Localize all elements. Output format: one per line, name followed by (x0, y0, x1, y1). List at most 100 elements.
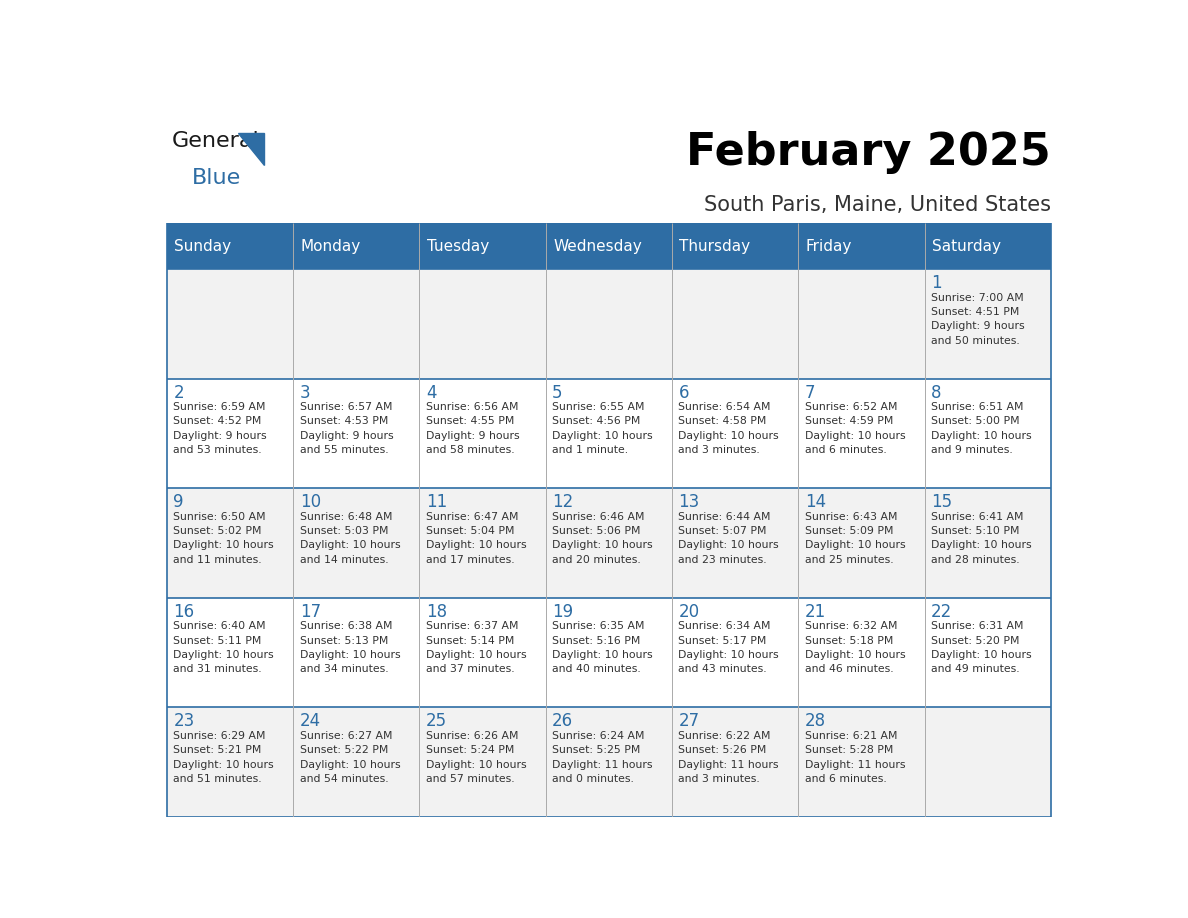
Text: Sunrise: 6:24 AM
Sunset: 5:25 PM
Daylight: 11 hours
and 0 minutes.: Sunrise: 6:24 AM Sunset: 5:25 PM Dayligh… (552, 731, 652, 784)
Bar (672, 379, 798, 488)
Bar (798, 269, 924, 379)
Bar (166, 488, 293, 598)
Text: 18: 18 (425, 603, 447, 621)
Text: Sunrise: 6:34 AM
Sunset: 5:17 PM
Daylight: 10 hours
and 43 minutes.: Sunrise: 6:34 AM Sunset: 5:17 PM Dayligh… (678, 621, 779, 675)
Text: Sunrise: 6:38 AM
Sunset: 5:13 PM
Daylight: 10 hours
and 34 minutes.: Sunrise: 6:38 AM Sunset: 5:13 PM Dayligh… (299, 621, 400, 675)
Bar (672, 598, 798, 708)
Bar (798, 488, 924, 598)
Text: 12: 12 (552, 493, 574, 511)
Text: 21: 21 (804, 603, 826, 621)
Text: General: General (171, 131, 259, 151)
Text: 6: 6 (678, 384, 689, 402)
Text: Sunrise: 6:57 AM
Sunset: 4:53 PM
Daylight: 9 hours
and 55 minutes.: Sunrise: 6:57 AM Sunset: 4:53 PM Dayligh… (299, 402, 393, 455)
Text: 4: 4 (425, 384, 436, 402)
Bar (419, 269, 545, 379)
Text: 17: 17 (299, 603, 321, 621)
Text: 13: 13 (678, 493, 700, 511)
Text: February 2025: February 2025 (685, 131, 1051, 174)
Bar (166, 269, 293, 379)
Text: 8: 8 (931, 384, 941, 402)
Text: 1: 1 (931, 274, 942, 292)
Bar (419, 488, 545, 598)
Bar (293, 269, 419, 379)
Text: 15: 15 (931, 493, 952, 511)
Text: Sunrise: 6:35 AM
Sunset: 5:16 PM
Daylight: 10 hours
and 40 minutes.: Sunrise: 6:35 AM Sunset: 5:16 PM Dayligh… (552, 621, 652, 675)
Text: Sunrise: 6:54 AM
Sunset: 4:58 PM
Daylight: 10 hours
and 3 minutes.: Sunrise: 6:54 AM Sunset: 4:58 PM Dayligh… (678, 402, 779, 455)
Text: 20: 20 (678, 603, 700, 621)
Bar (672, 488, 798, 598)
Bar (924, 379, 1051, 488)
Text: 25: 25 (425, 712, 447, 731)
Bar (419, 598, 545, 708)
Text: Sunrise: 6:29 AM
Sunset: 5:21 PM
Daylight: 10 hours
and 51 minutes.: Sunrise: 6:29 AM Sunset: 5:21 PM Dayligh… (173, 731, 274, 784)
Polygon shape (238, 133, 264, 165)
Text: 2: 2 (173, 384, 184, 402)
Text: Thursday: Thursday (680, 239, 751, 253)
Bar (545, 708, 672, 817)
Bar (798, 708, 924, 817)
Text: Sunrise: 6:41 AM
Sunset: 5:10 PM
Daylight: 10 hours
and 28 minutes.: Sunrise: 6:41 AM Sunset: 5:10 PM Dayligh… (931, 511, 1031, 565)
Bar (293, 488, 419, 598)
Text: Sunrise: 6:40 AM
Sunset: 5:11 PM
Daylight: 10 hours
and 31 minutes.: Sunrise: 6:40 AM Sunset: 5:11 PM Dayligh… (173, 621, 274, 675)
Text: 26: 26 (552, 712, 574, 731)
Text: Sunrise: 6:37 AM
Sunset: 5:14 PM
Daylight: 10 hours
and 37 minutes.: Sunrise: 6:37 AM Sunset: 5:14 PM Dayligh… (425, 621, 526, 675)
Bar (293, 598, 419, 708)
Text: Sunday: Sunday (175, 239, 232, 253)
Bar (798, 379, 924, 488)
Text: 22: 22 (931, 603, 953, 621)
Text: Sunrise: 6:48 AM
Sunset: 5:03 PM
Daylight: 10 hours
and 14 minutes.: Sunrise: 6:48 AM Sunset: 5:03 PM Dayligh… (299, 511, 400, 565)
Text: 24: 24 (299, 712, 321, 731)
Text: 10: 10 (299, 493, 321, 511)
Text: Wednesday: Wednesday (554, 239, 642, 253)
Text: Tuesday: Tuesday (426, 239, 489, 253)
Text: Sunrise: 6:50 AM
Sunset: 5:02 PM
Daylight: 10 hours
and 11 minutes.: Sunrise: 6:50 AM Sunset: 5:02 PM Dayligh… (173, 511, 274, 565)
Text: 19: 19 (552, 603, 574, 621)
Text: 3: 3 (299, 384, 310, 402)
Text: 11: 11 (425, 493, 447, 511)
Text: Friday: Friday (805, 239, 852, 253)
Bar (924, 708, 1051, 817)
Bar (166, 379, 293, 488)
Bar (924, 488, 1051, 598)
Bar (545, 269, 672, 379)
Text: Sunrise: 6:32 AM
Sunset: 5:18 PM
Daylight: 10 hours
and 46 minutes.: Sunrise: 6:32 AM Sunset: 5:18 PM Dayligh… (804, 621, 905, 675)
Text: Sunrise: 6:46 AM
Sunset: 5:06 PM
Daylight: 10 hours
and 20 minutes.: Sunrise: 6:46 AM Sunset: 5:06 PM Dayligh… (552, 511, 652, 565)
Text: Sunrise: 6:44 AM
Sunset: 5:07 PM
Daylight: 10 hours
and 23 minutes.: Sunrise: 6:44 AM Sunset: 5:07 PM Dayligh… (678, 511, 779, 565)
Text: South Paris, Maine, United States: South Paris, Maine, United States (703, 195, 1051, 215)
Bar (924, 269, 1051, 379)
Text: 27: 27 (678, 712, 700, 731)
Bar (672, 269, 798, 379)
Text: Sunrise: 6:26 AM
Sunset: 5:24 PM
Daylight: 10 hours
and 57 minutes.: Sunrise: 6:26 AM Sunset: 5:24 PM Dayligh… (425, 731, 526, 784)
Text: Sunrise: 6:27 AM
Sunset: 5:22 PM
Daylight: 10 hours
and 54 minutes.: Sunrise: 6:27 AM Sunset: 5:22 PM Dayligh… (299, 731, 400, 784)
Bar (545, 379, 672, 488)
Text: 16: 16 (173, 603, 195, 621)
Text: 5: 5 (552, 384, 563, 402)
Text: Blue: Blue (191, 168, 241, 188)
Text: Sunrise: 6:51 AM
Sunset: 5:00 PM
Daylight: 10 hours
and 9 minutes.: Sunrise: 6:51 AM Sunset: 5:00 PM Dayligh… (931, 402, 1031, 455)
Text: Sunrise: 6:31 AM
Sunset: 5:20 PM
Daylight: 10 hours
and 49 minutes.: Sunrise: 6:31 AM Sunset: 5:20 PM Dayligh… (931, 621, 1031, 675)
Text: Sunrise: 6:55 AM
Sunset: 4:56 PM
Daylight: 10 hours
and 1 minute.: Sunrise: 6:55 AM Sunset: 4:56 PM Dayligh… (552, 402, 652, 455)
Text: Sunrise: 6:47 AM
Sunset: 5:04 PM
Daylight: 10 hours
and 17 minutes.: Sunrise: 6:47 AM Sunset: 5:04 PM Dayligh… (425, 511, 526, 565)
Bar (166, 223, 1051, 269)
Bar (798, 598, 924, 708)
Text: 14: 14 (804, 493, 826, 511)
Text: Sunrise: 6:21 AM
Sunset: 5:28 PM
Daylight: 11 hours
and 6 minutes.: Sunrise: 6:21 AM Sunset: 5:28 PM Dayligh… (804, 731, 905, 784)
Bar (293, 379, 419, 488)
Bar (924, 598, 1051, 708)
Bar (419, 708, 545, 817)
Text: Sunrise: 6:56 AM
Sunset: 4:55 PM
Daylight: 9 hours
and 58 minutes.: Sunrise: 6:56 AM Sunset: 4:55 PM Dayligh… (425, 402, 519, 455)
Bar (419, 379, 545, 488)
Text: 7: 7 (804, 384, 815, 402)
Text: Monday: Monday (301, 239, 361, 253)
Text: Sunrise: 7:00 AM
Sunset: 4:51 PM
Daylight: 9 hours
and 50 minutes.: Sunrise: 7:00 AM Sunset: 4:51 PM Dayligh… (931, 293, 1024, 346)
Bar (166, 598, 293, 708)
Bar (166, 708, 293, 817)
Bar (545, 488, 672, 598)
Text: Sunrise: 6:59 AM
Sunset: 4:52 PM
Daylight: 9 hours
and 53 minutes.: Sunrise: 6:59 AM Sunset: 4:52 PM Dayligh… (173, 402, 267, 455)
Text: Saturday: Saturday (931, 239, 1000, 253)
Text: Sunrise: 6:52 AM
Sunset: 4:59 PM
Daylight: 10 hours
and 6 minutes.: Sunrise: 6:52 AM Sunset: 4:59 PM Dayligh… (804, 402, 905, 455)
Bar (545, 598, 672, 708)
Text: Sunrise: 6:43 AM
Sunset: 5:09 PM
Daylight: 10 hours
and 25 minutes.: Sunrise: 6:43 AM Sunset: 5:09 PM Dayligh… (804, 511, 905, 565)
Text: 9: 9 (173, 493, 184, 511)
Text: 28: 28 (804, 712, 826, 731)
